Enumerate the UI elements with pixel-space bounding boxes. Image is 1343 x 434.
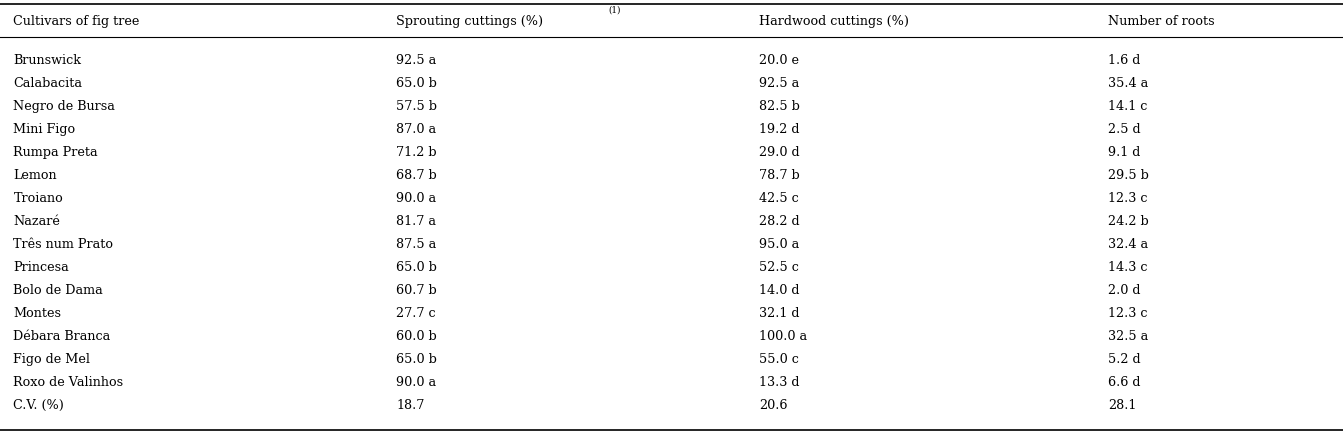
Text: 95.0 a: 95.0 a — [759, 238, 799, 251]
Text: 12.3 c: 12.3 c — [1108, 192, 1147, 205]
Text: 82.5 b: 82.5 b — [759, 100, 799, 113]
Text: 32.1 d: 32.1 d — [759, 307, 799, 320]
Text: Calabacita: Calabacita — [13, 77, 82, 90]
Text: 13.3 d: 13.3 d — [759, 376, 799, 389]
Text: 2.5 d: 2.5 d — [1108, 123, 1140, 136]
Text: 9.1 d: 9.1 d — [1108, 146, 1140, 159]
Text: 14.1 c: 14.1 c — [1108, 100, 1147, 113]
Text: 65.0 b: 65.0 b — [396, 353, 436, 366]
Text: 68.7 b: 68.7 b — [396, 169, 436, 182]
Text: Hardwood cuttings (%): Hardwood cuttings (%) — [759, 15, 909, 28]
Text: 90.0 a: 90.0 a — [396, 376, 436, 389]
Text: 32.5 a: 32.5 a — [1108, 330, 1148, 343]
Text: 29.0 d: 29.0 d — [759, 146, 799, 159]
Text: 100.0 a: 100.0 a — [759, 330, 807, 343]
Text: Number of roots: Number of roots — [1108, 15, 1214, 28]
Text: 20.6: 20.6 — [759, 399, 787, 412]
Text: 92.5 a: 92.5 a — [759, 77, 799, 90]
Text: 81.7 a: 81.7 a — [396, 215, 436, 228]
Text: 92.5 a: 92.5 a — [396, 54, 436, 67]
Text: 19.2 d: 19.2 d — [759, 123, 799, 136]
Text: Sprouting cuttings (%)(1): Sprouting cuttings (%)(1) — [396, 15, 561, 28]
Text: Cultivars of fig tree: Cultivars of fig tree — [13, 15, 140, 28]
Text: Figo de Mel: Figo de Mel — [13, 353, 90, 366]
Text: 87.5 a: 87.5 a — [396, 238, 436, 251]
Text: 24.2 b: 24.2 b — [1108, 215, 1148, 228]
Text: 42.5 c: 42.5 c — [759, 192, 799, 205]
Text: 65.0 b: 65.0 b — [396, 77, 436, 90]
Text: Nazaré: Nazaré — [13, 215, 60, 228]
Text: 14.3 c: 14.3 c — [1108, 261, 1147, 274]
Text: 6.6 d: 6.6 d — [1108, 376, 1140, 389]
Text: 28.1: 28.1 — [1108, 399, 1136, 412]
Text: 20.0 e: 20.0 e — [759, 54, 799, 67]
Text: (1): (1) — [608, 6, 620, 15]
Text: Débara Branca: Débara Branca — [13, 330, 110, 343]
Text: Mini Figo: Mini Figo — [13, 123, 75, 136]
Text: 52.5 c: 52.5 c — [759, 261, 799, 274]
Text: 90.0 a: 90.0 a — [396, 192, 436, 205]
Text: 60.0 b: 60.0 b — [396, 330, 436, 343]
Text: Montes: Montes — [13, 307, 62, 320]
Text: 27.7 c: 27.7 c — [396, 307, 436, 320]
Text: 60.7 b: 60.7 b — [396, 284, 436, 297]
Text: Bolo de Dama: Bolo de Dama — [13, 284, 103, 297]
Text: Três num Prato: Três num Prato — [13, 238, 113, 251]
Text: 2.0 d: 2.0 d — [1108, 284, 1140, 297]
Text: C.V. (%): C.V. (%) — [13, 399, 64, 412]
Text: Roxo de Valinhos: Roxo de Valinhos — [13, 376, 124, 389]
Text: 12.3 c: 12.3 c — [1108, 307, 1147, 320]
Text: 57.5 b: 57.5 b — [396, 100, 438, 113]
Text: 71.2 b: 71.2 b — [396, 146, 436, 159]
Text: Troiano: Troiano — [13, 192, 63, 205]
Text: 55.0 c: 55.0 c — [759, 353, 799, 366]
Text: Sprouting cuttings (%): Sprouting cuttings (%) — [396, 15, 544, 28]
Text: 32.4 a: 32.4 a — [1108, 238, 1148, 251]
Text: 35.4 a: 35.4 a — [1108, 77, 1148, 90]
Text: 65.0 b: 65.0 b — [396, 261, 436, 274]
Text: 14.0 d: 14.0 d — [759, 284, 799, 297]
Text: Rumpa Preta: Rumpa Preta — [13, 146, 98, 159]
Text: Brunswick: Brunswick — [13, 54, 82, 67]
Text: Lemon: Lemon — [13, 169, 56, 182]
Text: 78.7 b: 78.7 b — [759, 169, 799, 182]
Text: Princesa: Princesa — [13, 261, 70, 274]
Text: 28.2 d: 28.2 d — [759, 215, 799, 228]
Text: 87.0 a: 87.0 a — [396, 123, 436, 136]
Text: 18.7: 18.7 — [396, 399, 424, 412]
Text: Negro de Bursa: Negro de Bursa — [13, 100, 115, 113]
Text: 29.5 b: 29.5 b — [1108, 169, 1148, 182]
Text: 1.6 d: 1.6 d — [1108, 54, 1140, 67]
Text: 5.2 d: 5.2 d — [1108, 353, 1140, 366]
